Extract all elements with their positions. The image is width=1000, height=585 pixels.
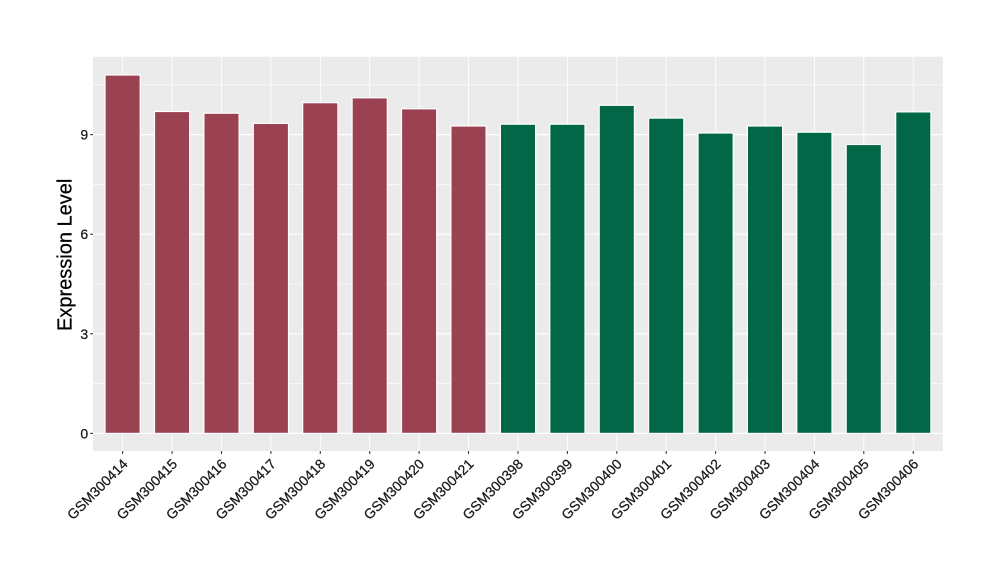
svg-text:0: 0	[80, 425, 88, 441]
svg-text:6: 6	[80, 226, 88, 242]
svg-text:3: 3	[80, 326, 88, 342]
svg-text:9: 9	[80, 127, 88, 143]
svg-text:Expression Level: Expression Level	[55, 179, 77, 331]
